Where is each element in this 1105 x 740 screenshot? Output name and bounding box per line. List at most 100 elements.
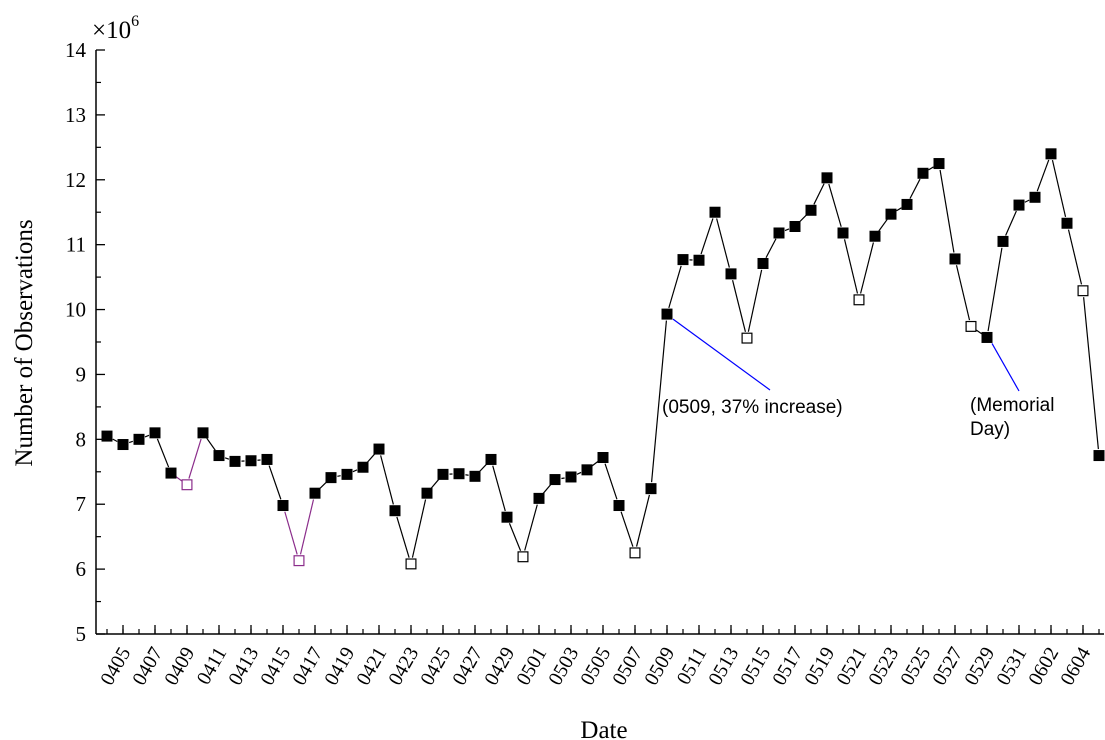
series-segment <box>112 438 118 443</box>
x-tick-label: 0523 <box>864 644 903 690</box>
data-point-open <box>181 479 193 491</box>
data-point <box>117 439 129 451</box>
series-segment <box>430 478 440 489</box>
data-point <box>549 474 561 486</box>
data-point <box>149 427 161 439</box>
series-segment <box>508 523 522 551</box>
data-point-open <box>741 332 753 344</box>
x-tick-label: 0527 <box>928 644 967 690</box>
series-segment <box>175 476 183 482</box>
series-segment <box>128 440 134 444</box>
data-point <box>1029 191 1041 203</box>
series-segment <box>319 481 327 490</box>
series-segment <box>878 219 888 232</box>
data-point <box>101 430 113 442</box>
data-point <box>501 511 513 523</box>
series-segment <box>731 280 747 332</box>
data-point <box>677 254 689 266</box>
series-segment <box>635 494 651 547</box>
x-tick-label: 0517 <box>768 644 807 690</box>
series-segment <box>1036 159 1050 192</box>
data-point <box>453 468 465 480</box>
x-tick-label: 0423 <box>384 644 423 690</box>
x-tick-label: 0513 <box>704 644 743 690</box>
x-tick-label: 0507 <box>608 644 647 690</box>
data-point <box>309 487 321 499</box>
series-segment <box>380 455 394 505</box>
data-point <box>1013 199 1025 211</box>
data-point <box>917 167 929 179</box>
series-segment <box>206 437 216 451</box>
data-point <box>981 331 993 343</box>
series-segment <box>299 499 315 555</box>
data-point <box>1061 217 1073 229</box>
series-segment <box>524 504 538 551</box>
x-tick-label: 0503 <box>544 644 583 690</box>
data-point <box>245 455 257 467</box>
x-tick-label: 0427 <box>448 644 487 690</box>
data-point <box>757 257 769 269</box>
y-multiplier-exponent: 6 <box>131 13 139 30</box>
series-segment <box>765 238 777 259</box>
data-point <box>437 468 449 480</box>
data-point-open <box>853 294 865 306</box>
axes <box>95 50 1104 635</box>
data-point <box>565 471 577 483</box>
x-tick-label: 0405 <box>96 644 135 690</box>
y-multiplier-label: ×106 <box>92 13 139 44</box>
series-segment <box>1051 160 1067 218</box>
series-segment <box>156 438 170 468</box>
data-point <box>837 227 849 239</box>
annotation-leader-line <box>672 318 771 391</box>
series-segment <box>337 475 341 477</box>
series-segment <box>224 457 230 460</box>
y-axis-ticks: 5 6 7 8 9 10 11 12 13 14 <box>65 38 105 646</box>
x-tick-label: 0602 <box>1024 644 1063 690</box>
annotation-0509: (0509, 37% increase) <box>662 397 843 418</box>
y-axis-title: Number of Observations <box>11 219 38 466</box>
data-point <box>613 500 625 512</box>
y-tick-label: 11 <box>66 233 86 257</box>
series-segment <box>411 499 427 558</box>
series-segment <box>366 453 376 463</box>
annotations: (0509, 37% increase) (Memorial Day) <box>662 318 1054 440</box>
series-segment <box>396 516 410 558</box>
series-segment <box>268 465 282 500</box>
series-segment <box>747 269 763 332</box>
y-tick-label: 6 <box>76 557 87 581</box>
data-point <box>581 464 593 476</box>
x-tick-label: 0521 <box>832 644 871 690</box>
series-segment <box>650 320 668 483</box>
data-point <box>709 206 721 218</box>
x-tick-label: 0511 <box>673 644 712 689</box>
series-segment <box>1083 297 1099 450</box>
data-point <box>933 158 945 170</box>
x-tick-label: 0529 <box>960 644 999 690</box>
x-tick-label: 0604 <box>1056 644 1095 690</box>
x-tick-label: 0531 <box>992 644 1031 690</box>
x-tick-label: 0419 <box>320 644 359 690</box>
data-point <box>421 487 433 499</box>
series-segment <box>896 207 902 212</box>
y-tick-label: 13 <box>65 103 86 127</box>
series-segment <box>465 474 469 476</box>
data-point <box>805 204 817 216</box>
series-segment <box>955 265 971 321</box>
x-tick-label: 0525 <box>896 644 935 690</box>
x-tick-label: 0505 <box>576 644 615 690</box>
data-point <box>869 230 881 242</box>
series-segment <box>909 178 921 199</box>
series-line <box>101 148 1105 570</box>
series-segment <box>352 469 358 473</box>
series-segment <box>1005 210 1017 236</box>
data-point-open <box>405 558 417 570</box>
series-segment <box>620 511 634 547</box>
x-tick-label: 0415 <box>256 644 295 690</box>
series-segment <box>668 265 682 309</box>
data-point <box>885 208 897 220</box>
data-point <box>197 427 209 439</box>
data-point <box>341 468 353 480</box>
series-segment <box>604 463 618 500</box>
x-tick-label: 0413 <box>224 644 263 690</box>
x-tick-label: 0501 <box>512 644 551 690</box>
